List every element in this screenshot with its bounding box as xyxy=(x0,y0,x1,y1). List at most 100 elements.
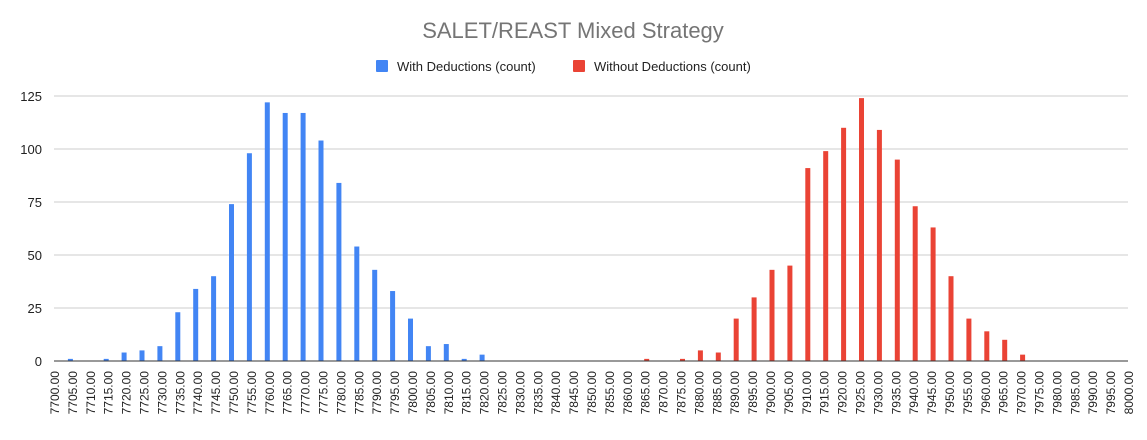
x-tick-label: 7795.00 xyxy=(388,371,402,415)
bar[interactable] xyxy=(966,318,972,361)
x-tick-label: 7975.00 xyxy=(1033,371,1047,415)
bar[interactable] xyxy=(787,265,793,361)
x-tick-label: 7825.00 xyxy=(496,371,510,415)
legend-item-without-deductions[interactable]: Without Deductions (count) xyxy=(573,59,751,74)
x-tick-label: 7905.00 xyxy=(782,371,796,415)
x-tick-label: 7960.00 xyxy=(979,371,993,415)
x-tick-label: 7810.00 xyxy=(442,371,456,415)
bar[interactable] xyxy=(264,102,270,362)
x-tick-label: 7995.00 xyxy=(1104,371,1118,415)
x-tick-label: 8000.00 xyxy=(1122,371,1136,415)
legend-label-without-deductions: Without Deductions (count) xyxy=(594,59,751,74)
x-tick-label: 7945.00 xyxy=(925,371,939,415)
y-tick-label: 75 xyxy=(28,195,42,210)
x-tick-label: 7725.00 xyxy=(138,371,152,415)
x-tick-label: 7990.00 xyxy=(1086,371,1100,415)
bar[interactable] xyxy=(443,344,449,361)
x-tick-label: 7855.00 xyxy=(603,371,617,415)
bar[interactable] xyxy=(697,350,703,361)
x-tick-label: 7740.00 xyxy=(191,371,205,415)
y-tick-label: 50 xyxy=(28,248,42,263)
bar[interactable] xyxy=(318,140,324,361)
x-tick-label: 7790.00 xyxy=(370,371,384,415)
bar[interactable] xyxy=(229,204,234,361)
legend-item-with-deductions[interactable]: With Deductions (count) xyxy=(376,59,536,74)
x-tick-label: 7765.00 xyxy=(281,371,295,415)
x-tick-label: 7840.00 xyxy=(549,371,563,415)
bar[interactable] xyxy=(139,350,145,361)
x-tick-label: 7815.00 xyxy=(460,371,474,415)
x-tick-label: 7830.00 xyxy=(513,371,527,415)
x-tick-label: 7865.00 xyxy=(639,371,653,415)
legend-swatch-without-deductions xyxy=(573,60,585,72)
bar[interactable] xyxy=(211,276,217,361)
legend: With Deductions (count) Without Deductio… xyxy=(376,59,751,74)
bar[interactable] xyxy=(769,269,775,361)
y-tick-label: 100 xyxy=(20,142,42,157)
x-tick-label: 7955.00 xyxy=(961,371,975,415)
x-tick-label: 7735.00 xyxy=(173,371,187,415)
x-tick-label: 7705.00 xyxy=(66,371,80,415)
x-tick-label: 7770.00 xyxy=(299,371,313,415)
bar[interactable] xyxy=(408,318,413,361)
x-axis-ticks: 7700.00 7705.00 7710.00 7715.00 7720.00 7725.… xyxy=(48,371,1136,415)
bar[interactable] xyxy=(644,358,650,361)
x-tick-label: 7885.00 xyxy=(710,371,724,415)
bar[interactable] xyxy=(984,331,990,361)
bars xyxy=(67,98,1026,362)
bar[interactable] xyxy=(372,269,378,361)
bar[interactable] xyxy=(912,206,918,361)
legend-label-with-deductions: With Deductions (count) xyxy=(397,59,536,74)
bar[interactable] xyxy=(751,297,757,361)
x-tick-label: 7780.00 xyxy=(334,371,348,415)
bar[interactable] xyxy=(336,182,342,361)
bar[interactable] xyxy=(246,153,252,361)
bar[interactable] xyxy=(300,112,306,362)
x-tick-label: 7970.00 xyxy=(1015,371,1029,415)
bar[interactable] xyxy=(282,112,288,362)
x-tick-label: 7895.00 xyxy=(746,371,760,415)
x-tick-label: 7940.00 xyxy=(907,371,921,415)
bar[interactable] xyxy=(1002,339,1008,361)
bar[interactable] xyxy=(390,291,396,361)
x-tick-label: 7820.00 xyxy=(478,371,492,415)
bar[interactable] xyxy=(354,246,360,361)
x-tick-label: 7760.00 xyxy=(263,371,277,415)
bar[interactable] xyxy=(733,318,739,361)
bar[interactable] xyxy=(175,312,181,361)
x-tick-label: 7730.00 xyxy=(155,371,169,415)
bar[interactable] xyxy=(805,168,811,361)
bar[interactable] xyxy=(157,346,163,361)
x-tick-label: 7870.00 xyxy=(657,371,671,415)
x-tick-label: 7745.00 xyxy=(209,371,223,415)
bar[interactable] xyxy=(859,98,864,362)
x-tick-label: 7965.00 xyxy=(997,371,1011,415)
bar[interactable] xyxy=(680,358,685,361)
bar[interactable] xyxy=(103,358,109,361)
x-tick-label: 7915.00 xyxy=(818,371,832,415)
bar[interactable] xyxy=(121,352,127,361)
bar[interactable] xyxy=(894,159,900,361)
bar[interactable] xyxy=(67,358,73,361)
bar[interactable] xyxy=(876,129,882,361)
x-tick-label: 7835.00 xyxy=(531,371,545,415)
x-tick-label: 7785.00 xyxy=(352,371,366,415)
x-tick-label: 7800.00 xyxy=(406,371,420,415)
bar[interactable] xyxy=(425,346,431,361)
bar[interactable] xyxy=(1020,354,1026,361)
bar[interactable] xyxy=(193,288,199,361)
bar[interactable] xyxy=(841,127,847,361)
x-tick-label: 7805.00 xyxy=(424,371,438,415)
x-tick-label: 7950.00 xyxy=(943,371,957,415)
bar[interactable] xyxy=(948,276,954,361)
x-tick-label: 7930.00 xyxy=(871,371,885,415)
bar[interactable] xyxy=(823,151,829,361)
bar[interactable] xyxy=(930,227,936,361)
bar[interactable] xyxy=(715,352,721,361)
x-tick-label: 7985.00 xyxy=(1068,371,1082,415)
x-tick-label: 7980.00 xyxy=(1050,371,1064,415)
x-tick-label: 7845.00 xyxy=(567,371,581,415)
bar[interactable] xyxy=(461,358,467,361)
x-tick-label: 7720.00 xyxy=(120,371,134,415)
bar[interactable] xyxy=(479,354,485,361)
